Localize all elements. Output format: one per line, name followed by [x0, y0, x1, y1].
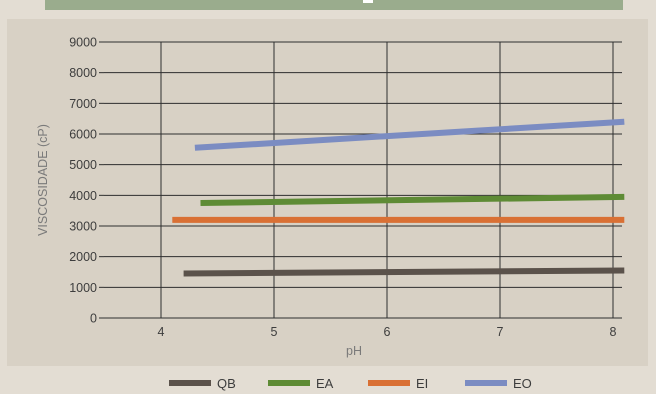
- legend: QB EA EI EO: [169, 376, 532, 391]
- y-axis-title: VISCOSIDADE (cP): [36, 124, 50, 236]
- legend-item-qb: QB: [169, 376, 236, 391]
- legend-item-ei: EI: [368, 376, 428, 391]
- x-tick-label: 6: [384, 325, 391, 339]
- y-tick-label: 3000: [69, 220, 97, 234]
- series-line-ea: [200, 193, 625, 206]
- legend-item-eo: EO: [465, 376, 532, 391]
- y-tick-label: 8000: [69, 66, 97, 80]
- legend-label: QB: [217, 376, 236, 391]
- y-tick-label: 5000: [69, 158, 97, 172]
- x-axis-title: pH: [346, 344, 362, 358]
- y-tick-label: 2000: [69, 250, 97, 264]
- y-tick-label: 6000: [69, 128, 97, 142]
- header-band-accent: [363, 0, 373, 3]
- axes: 0 1000 2000 3000 4000 5000 6000 7000 8000 9000 4 5 6…: [69, 36, 616, 340]
- legend-label: EA: [316, 376, 334, 391]
- y-tick-label: 4000: [69, 189, 97, 203]
- y-tick-label: 9000: [69, 36, 97, 50]
- y-tick-label: 7000: [69, 97, 97, 111]
- y-tick-label: 0: [90, 312, 97, 326]
- series-line-qb: [183, 267, 625, 277]
- x-tick-label: 4: [158, 325, 165, 339]
- series-lines: [172, 118, 625, 277]
- x-tick-label: 8: [610, 325, 617, 339]
- series-line-eo: [194, 118, 625, 151]
- plot-panel: [7, 19, 648, 366]
- legend-item-ea: EA: [268, 376, 334, 391]
- header-band: [45, 0, 623, 10]
- x-tick-label: 7: [497, 325, 504, 339]
- x-tick-label: 5: [271, 325, 278, 339]
- grid: [104, 41, 622, 319]
- legend-label: EO: [513, 376, 532, 391]
- legend-label: EI: [416, 376, 428, 391]
- y-tick-label: 1000: [69, 281, 97, 295]
